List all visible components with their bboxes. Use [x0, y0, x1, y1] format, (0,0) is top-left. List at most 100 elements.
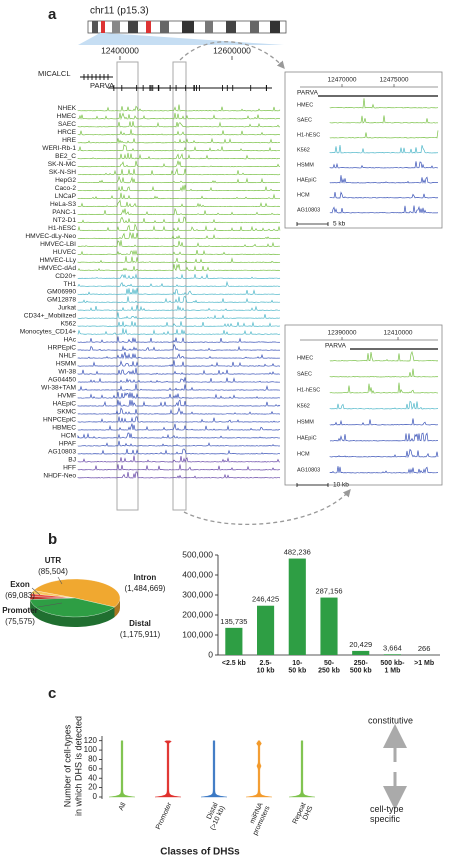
- signal-track: [329, 161, 439, 169]
- violin: [109, 740, 135, 798]
- track-label: NHDF-Neo: [43, 472, 76, 479]
- x-tick-label: Distal(>10 kb): [202, 801, 226, 831]
- track-label: AG10803: [297, 467, 320, 473]
- signal-track: [329, 418, 439, 426]
- y-tick-label: 0: [93, 792, 98, 801]
- band: [160, 21, 169, 33]
- text-line: 10-: [292, 660, 303, 667]
- track-label: HBMEC: [52, 424, 76, 431]
- inset-box: [284, 324, 443, 486]
- track-label: AG10803: [48, 448, 76, 455]
- track-label: WI-38+TAM: [41, 384, 76, 391]
- signal-track: [77, 223, 281, 232]
- violin: [201, 740, 227, 798]
- text-line: specific: [370, 814, 401, 824]
- y-tick-label: 0: [208, 649, 213, 659]
- track-label: Monocytes_CD14+: [20, 329, 76, 336]
- coordinate-label: 12475000: [380, 77, 409, 84]
- track-label: HMVEC-LLy: [40, 257, 77, 264]
- y-axis-label: in which DHS is detected: [73, 716, 83, 816]
- band: [182, 21, 194, 33]
- track-label: Jurkat: [58, 305, 76, 312]
- track-label: HRCE: [57, 129, 76, 136]
- annotation: constitutive: [368, 715, 413, 725]
- track-label: SK-N-MC: [48, 161, 76, 168]
- signal-track: [77, 360, 281, 368]
- track-label: GM12878: [47, 297, 76, 304]
- bar: [352, 650, 370, 655]
- value-label: 20,429: [349, 640, 372, 649]
- signal-track: [77, 129, 281, 136]
- track-label: HCM: [297, 451, 310, 457]
- track-label: SKMC: [57, 408, 76, 415]
- signal-track: [77, 321, 281, 328]
- track-label: HMEC: [297, 102, 313, 108]
- track-label: HeLa-S3: [50, 201, 76, 208]
- signal-track: [77, 192, 281, 200]
- signal-track: [77, 216, 281, 224]
- track-label: HepG2: [55, 177, 76, 184]
- text-line: 10 kb: [257, 668, 275, 675]
- track-label: H1-hESC: [297, 387, 320, 393]
- signal-track: [77, 391, 281, 400]
- signal-track: [77, 152, 281, 160]
- annotation: cell-type specific: [370, 804, 404, 824]
- pie-slice: [33, 578, 121, 608]
- signal-track: [329, 191, 439, 199]
- track-label: WI-38: [58, 369, 76, 376]
- x-tick-label: miRNApromoters: [245, 801, 272, 836]
- x-tick-label: 2.5-10 kb: [257, 660, 275, 675]
- signal-track: [329, 350, 439, 362]
- bar: [257, 605, 275, 655]
- track-label: LNCaP: [55, 193, 77, 200]
- signal-track: [77, 288, 281, 296]
- bar: [225, 627, 243, 655]
- signal-track: [329, 175, 439, 184]
- track-label: HMVEC-dAd: [38, 265, 76, 272]
- signal-track: [329, 130, 439, 139]
- signal-track: [77, 295, 281, 303]
- y-tick-label: 120: [84, 736, 98, 745]
- signal-track: [77, 383, 281, 391]
- signal-track: [77, 416, 281, 423]
- signal-track: [77, 263, 281, 272]
- pie-label: Exon: [10, 580, 30, 589]
- track-label: HUVEC: [53, 249, 76, 256]
- pie-side: [30, 599, 115, 627]
- signal-track: [77, 377, 281, 383]
- coordinate-label: 12410000: [384, 330, 413, 337]
- track-label: TH1: [64, 281, 77, 288]
- band: [128, 21, 138, 33]
- signal-track: [77, 240, 281, 248]
- y-tick-label: 100,000: [182, 629, 213, 639]
- signal-track: [77, 312, 281, 319]
- signal-track: [77, 104, 281, 112]
- pie-value-label: (1,175,911): [120, 630, 161, 639]
- signal-track: [329, 382, 439, 395]
- signal-track: [329, 368, 439, 378]
- chromosome-label: chr11 (p15.3): [90, 6, 149, 17]
- signal-track: [329, 400, 439, 410]
- y-tick-label: 400,000: [182, 569, 213, 579]
- y-tick-label: 500,000: [182, 549, 213, 559]
- track-label: SAEC: [297, 371, 312, 377]
- x-tick-label: All: [118, 801, 128, 811]
- signal-track: [77, 256, 281, 264]
- signal-track: [77, 144, 281, 152]
- x-tick-label: RepeatDHS: [292, 801, 315, 828]
- y-tick-label: 100: [84, 745, 98, 754]
- signal-track: [77, 184, 281, 193]
- signal-track: [77, 455, 281, 463]
- violin: [289, 740, 315, 798]
- band: [112, 21, 120, 33]
- track-label: PANC-1: [52, 209, 76, 216]
- scale-label: 10 kb: [333, 482, 349, 489]
- bar: [383, 654, 401, 655]
- signal-track: [77, 448, 281, 455]
- track-label: HSMM: [56, 361, 76, 368]
- x-axis-label: Classes of DHSs: [160, 847, 240, 858]
- signal-track: [77, 464, 281, 471]
- track-label: HCM: [61, 432, 76, 439]
- y-tick-label: 20: [88, 783, 97, 792]
